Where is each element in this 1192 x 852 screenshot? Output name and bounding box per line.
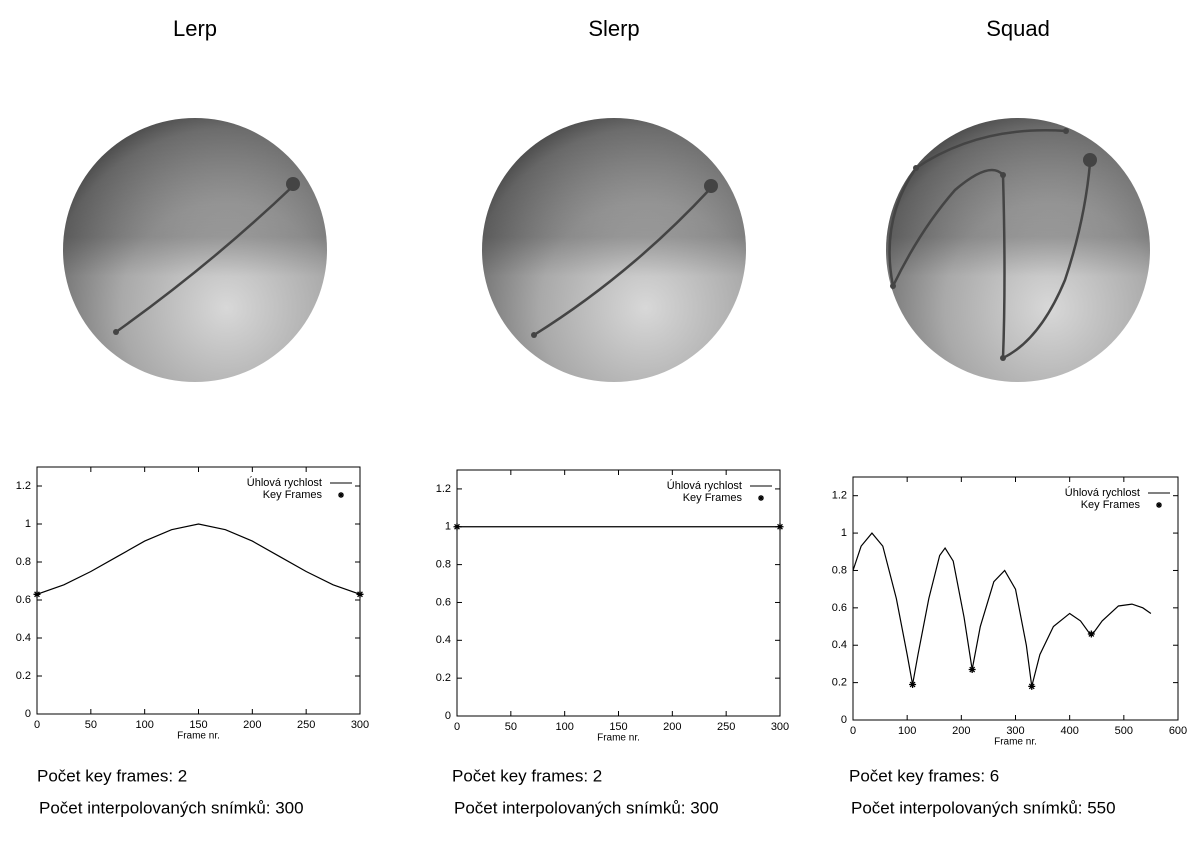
y-tick-label: 0.8 (436, 559, 451, 571)
key-frame (776, 523, 784, 531)
sphere-squad (886, 118, 1150, 382)
key-frame (1087, 630, 1095, 638)
key-frame (356, 590, 364, 598)
y-tick-label: 1.2 (832, 490, 847, 502)
caption: Počet key frames: 6 (849, 766, 999, 785)
x-tick-label: 100 (555, 721, 573, 733)
caption: Počet key frames: 2 (37, 766, 187, 785)
y-tick-label: 1.2 (436, 483, 451, 495)
sphere-slerp (482, 118, 746, 382)
legend-label: Key Frames (683, 492, 743, 504)
y-tick-label: 1 (25, 518, 31, 530)
y-tick-label: 0.2 (16, 670, 31, 682)
speed-line (853, 532, 1152, 687)
y-tick-label: 1 (841, 527, 847, 539)
key-frame (33, 590, 41, 598)
x-axis-label: Frame nr. (597, 733, 640, 744)
plot-frame (852, 476, 1179, 721)
key-frame (909, 680, 917, 688)
y-tick-label: 0 (841, 714, 847, 726)
caption: Počet interpolovaných snímků: 300 (39, 798, 304, 817)
y-tick-label: 0.8 (832, 564, 847, 576)
x-tick-label: 100 (135, 719, 153, 731)
y-tick-label: 0.4 (832, 639, 847, 651)
x-tick-label: 200 (952, 725, 970, 737)
x-tick-label: 200 (663, 721, 681, 733)
caption: Počet interpolovaných snímků: 550 (851, 798, 1116, 817)
chart-title: Slerp (588, 16, 639, 41)
key-frame (453, 523, 461, 531)
plot-frame (456, 469, 781, 717)
x-tick-label: 600 (1169, 725, 1187, 737)
x-axis-label: Frame nr. (994, 737, 1037, 748)
y-tick-label: 0.6 (16, 594, 31, 606)
legend-label: Úhlová rychlost (1065, 486, 1140, 499)
legend-label: Úhlová rychlost (667, 479, 742, 492)
legend-label: Úhlová rychlost (247, 476, 322, 489)
y-tick-label: 0.6 (832, 602, 847, 614)
legend-marker (338, 492, 344, 498)
x-tick-label: 250 (717, 721, 735, 733)
y-tick-label: 0.2 (436, 672, 451, 684)
legend-label: Key Frames (1081, 499, 1141, 511)
caption: Počet key frames: 2 (452, 766, 602, 785)
chart-title: Squad (986, 16, 1050, 41)
x-tick-label: 150 (189, 719, 207, 731)
chart-title: Lerp (173, 16, 217, 41)
x-axis-label: Frame nr. (177, 731, 220, 742)
y-tick-label: 0.6 (436, 596, 451, 608)
y-tick-label: 0 (25, 708, 31, 720)
legend-marker (1156, 502, 1162, 508)
legend-label: Key Frames (263, 489, 323, 501)
y-tick-label: 0.2 (832, 677, 847, 689)
caption: Počet interpolovaných snímků: 300 (454, 798, 719, 817)
y-tick-label: 1 (445, 521, 451, 533)
key-frame (1028, 682, 1036, 690)
plot-frame (36, 466, 361, 715)
x-tick-label: 50 (85, 719, 97, 731)
x-tick-label: 300 (1006, 725, 1024, 737)
x-tick-label: 150 (609, 721, 627, 733)
y-tick-label: 0.8 (16, 556, 31, 568)
x-tick-label: 300 (771, 721, 789, 733)
y-tick-label: 1.2 (16, 480, 31, 492)
x-tick-label: 100 (898, 725, 916, 737)
x-tick-label: 300 (351, 719, 369, 731)
y-tick-label: 0 (445, 710, 451, 722)
y-tick-label: 0.4 (436, 634, 451, 646)
y-tick-label: 0.4 (16, 632, 31, 644)
x-tick-label: 500 (1115, 725, 1133, 737)
x-tick-label: 200 (243, 719, 261, 731)
speed-line (37, 523, 360, 595)
x-tick-label: 50 (505, 721, 517, 733)
sphere-lerp (63, 118, 327, 382)
x-tick-label: 0 (454, 721, 460, 733)
key-frame (968, 666, 976, 674)
x-tick-label: 0 (34, 719, 40, 731)
x-tick-label: 400 (1060, 725, 1078, 737)
legend-marker (758, 495, 764, 501)
x-tick-label: 0 (850, 725, 856, 737)
x-tick-label: 250 (297, 719, 315, 731)
